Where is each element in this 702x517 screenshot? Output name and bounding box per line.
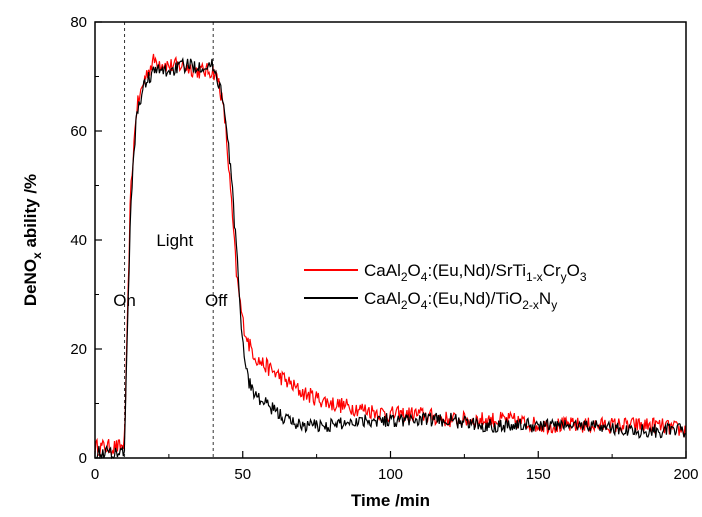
x-tick-label: 100 xyxy=(378,466,403,483)
legend-label-0: CaAl2O4:(Eu,Nd)/SrTi1-xCryO3 xyxy=(364,261,587,284)
annotation-off: Off xyxy=(205,291,228,310)
annotation-on: On xyxy=(113,291,136,310)
y-tick-label: 80 xyxy=(70,14,87,31)
x-axis-title: Time /min xyxy=(351,491,430,510)
x-tick-label: 0 xyxy=(91,466,99,483)
y-axis-title: DeNOx ability /% xyxy=(21,174,44,306)
legend: CaAl2O4:(Eu,Nd)/SrTi1-xCryO3 CaAl2O4:(Eu,… xyxy=(304,261,587,312)
series-line-1 xyxy=(95,56,686,460)
annotations-layer: On Light Off xyxy=(113,231,227,310)
series-layer xyxy=(94,53,687,460)
annotation-light: Light xyxy=(156,231,193,250)
y-tick-label: 40 xyxy=(70,232,87,249)
x-tick-label: 200 xyxy=(673,466,698,483)
x-tick-label: 50 xyxy=(234,466,251,483)
y-tick-label: 60 xyxy=(70,123,87,140)
axes-layer: 0 50 100 150 200 0 20 40 60 80 Time /min DeNOx abil… xyxy=(21,14,699,510)
y-tick-label: 20 xyxy=(70,341,87,358)
y-tick-label: 0 xyxy=(79,450,87,467)
legend-label-1: CaAl2O4:(Eu,Nd)/TiO2-xNy xyxy=(364,289,557,312)
x-tick-label: 150 xyxy=(526,466,551,483)
plot-area xyxy=(124,22,214,458)
series-line-0 xyxy=(94,53,687,456)
